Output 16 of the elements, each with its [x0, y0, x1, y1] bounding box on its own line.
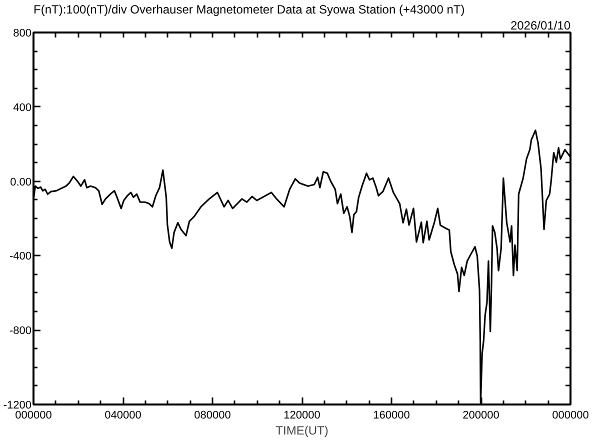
x-tick-label: 160000 — [373, 410, 410, 422]
y-tick-label: 0.00 — [10, 176, 32, 188]
y-tick-label: -800 — [9, 325, 32, 338]
x-tick-label: 120000 — [284, 410, 320, 422]
y-tick-label: -400 — [9, 250, 32, 263]
x-axis-title: TIME(UT) — [276, 424, 328, 438]
y-tick-label: -1200 — [3, 400, 32, 412]
chart-title: F(nT):100(nT)/div Overhauser Magnetometer Data at Syowa Station (+43000 nT) — [34, 2, 465, 16]
x-tick-label: 200000 — [462, 410, 500, 422]
y-tick-label: 800 — [13, 28, 32, 40]
x-tick-label: 080000 — [194, 410, 231, 422]
chart-subtitle: 2026/01/10 — [510, 18, 571, 32]
x-tick-label: 000000 — [15, 410, 52, 422]
y-tick-label: 400 — [13, 102, 32, 114]
x-tick-label: 000000 — [552, 410, 589, 422]
x-tick-label: 040000 — [104, 410, 142, 422]
